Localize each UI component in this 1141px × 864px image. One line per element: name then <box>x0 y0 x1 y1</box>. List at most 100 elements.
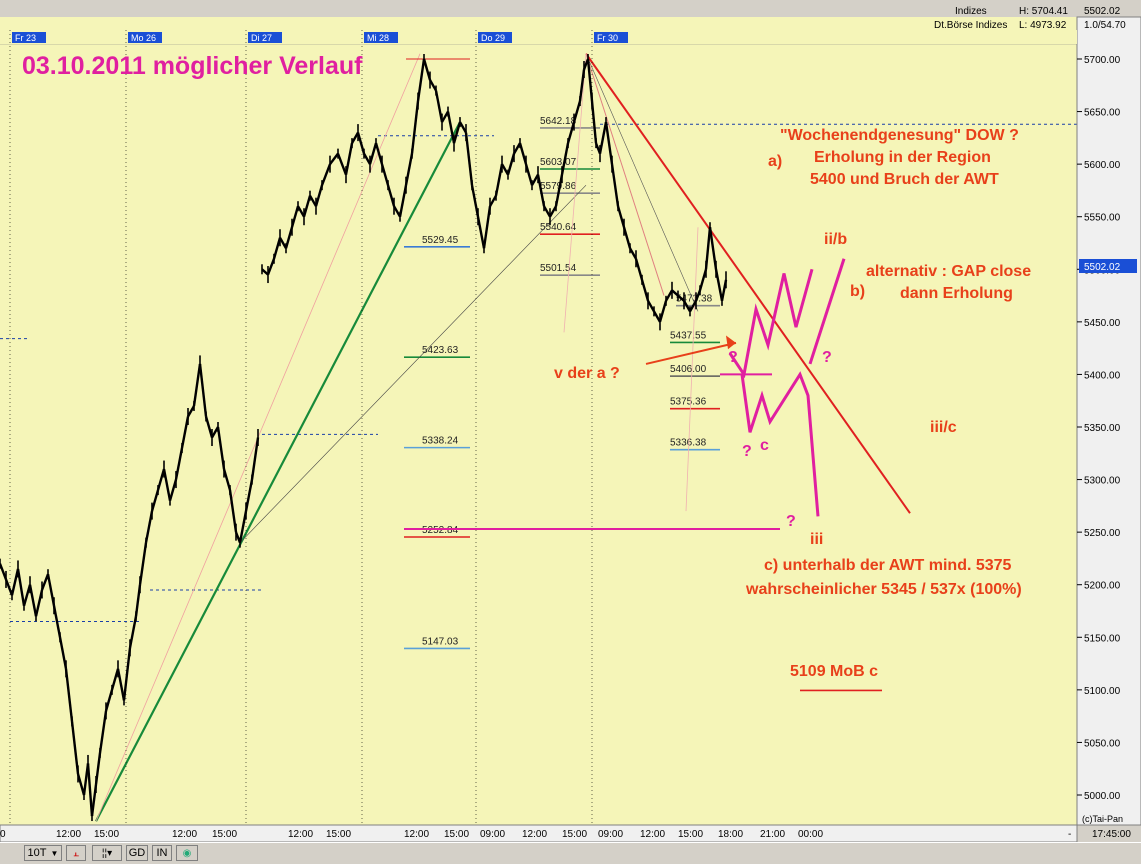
y-tick-label: 5250.00 <box>1084 528 1121 539</box>
price-segment <box>128 616 138 649</box>
red-downtrend-line <box>585 53 911 514</box>
price-segment <box>646 300 656 312</box>
projection-path <box>720 258 846 517</box>
price-segment <box>688 300 698 312</box>
interval-label: 10T <box>27 847 47 859</box>
day-label-box <box>364 32 398 43</box>
price-segment <box>634 258 644 281</box>
price-segment <box>350 132 360 144</box>
y-axis-panel <box>1076 16 1141 826</box>
price-segment <box>622 226 632 249</box>
price-segment <box>70 721 80 775</box>
price-level-label: 5336.38 <box>670 438 707 449</box>
high-label: H: 5704.41 <box>1019 6 1068 17</box>
price-series <box>0 54 728 822</box>
price-segment <box>150 489 160 512</box>
price-segment <box>16 568 26 606</box>
annotation: iii <box>810 531 823 548</box>
y-tick-label: 5000.00 <box>1084 791 1121 802</box>
day-label-box <box>478 32 512 43</box>
interval-select[interactable]: 10T ▼ <box>24 845 62 861</box>
price-segment <box>250 437 260 480</box>
day-label: Mo 26 <box>131 33 156 43</box>
price-segment <box>428 79 438 92</box>
chart-title: 03.10.2011 möglicher Verlauf <box>22 52 363 80</box>
last-price-label: 5502.02 <box>1084 262 1121 273</box>
price-segment <box>0 563 8 580</box>
price-segment <box>440 110 450 123</box>
y-tick-label: 5300.00 <box>1084 476 1121 487</box>
price-segment <box>658 300 668 323</box>
arrow-head-icon <box>726 335 736 350</box>
question-mark: ? <box>822 349 832 366</box>
price-segment <box>76 773 86 796</box>
palette-icon: ◉ <box>182 847 192 859</box>
price-segment <box>410 100 420 154</box>
price-segment <box>144 510 154 543</box>
y-tick-label: 5100.00 <box>1084 686 1121 697</box>
annotation: 5109 MoB c <box>790 663 878 680</box>
price-segment <box>86 763 94 817</box>
chart-type-button[interactable]: ⫠ <box>66 845 86 861</box>
y-tick-label: 5200.00 <box>1084 581 1121 592</box>
price-segment <box>458 121 468 134</box>
candle-button[interactable]: ¦¦▾ <box>92 845 122 861</box>
annotation: "Wochenendgenesung" DOW ? <box>780 127 1019 144</box>
annotation: Erholung in der Region <box>814 149 991 166</box>
x-tick-label: 12:00 <box>56 829 81 840</box>
price-segment <box>296 205 306 218</box>
price-segment <box>398 184 408 217</box>
price-segment <box>28 584 38 617</box>
price-segment <box>714 269 724 302</box>
price-segment <box>494 163 504 196</box>
x-tick-label: 12:00 <box>522 829 547 840</box>
price-segment <box>278 237 288 249</box>
price-segment <box>138 542 148 585</box>
price-segment <box>320 163 332 186</box>
plot-area <box>0 17 1077 825</box>
annotation: 5400 und Bruch der AWT <box>810 171 999 188</box>
price-segment <box>204 416 214 438</box>
price-segment <box>168 479 178 501</box>
price-level-label: 5473.38 <box>676 294 713 305</box>
price-segment <box>671 289 679 297</box>
price-segment <box>530 174 540 186</box>
pink-fan-right <box>685 227 699 512</box>
bottom-toolbar: 10T ▼ ⫠ ¦¦▾ GD IN ◉ <box>0 842 1141 864</box>
annotation: ii/b <box>824 231 847 248</box>
price-segment <box>598 121 608 154</box>
price-segment <box>548 205 558 218</box>
gd-button[interactable]: GD <box>126 845 148 861</box>
price-segment <box>4 579 14 596</box>
price-segment <box>266 258 276 275</box>
price-segment <box>604 121 614 165</box>
price-segment <box>198 363 208 417</box>
color-button[interactable]: ◉ <box>176 845 198 861</box>
price-segment <box>476 216 486 249</box>
price-segment <box>524 163 534 186</box>
annotation: c) unterhalb der AWT mind. 5375 <box>764 557 1012 574</box>
annotation: alternativ : GAP close <box>866 263 1031 280</box>
last-value-header: 5502.02 <box>1084 6 1121 17</box>
price-segment <box>52 605 62 638</box>
x-axis: 0 12:00 15:00 12:00 15:00 12:00 15:00 12:00 15:0… <box>0 824 1078 843</box>
price-segment <box>356 132 366 154</box>
annotation: v der a ? <box>554 365 620 382</box>
annotation: wahrscheinlicher 5345 / 537x (100%) <box>745 581 1022 598</box>
day-label: Fr 23 <box>15 33 36 43</box>
annotations: "Wochenendgenesung" DOW ? a) Erholung in d… <box>554 127 1031 680</box>
in-label: IN <box>156 847 168 859</box>
price-level-label: 5423.63 <box>422 345 459 356</box>
price-segment <box>488 195 498 207</box>
price-segment <box>452 121 462 144</box>
price-segment <box>536 174 546 207</box>
in-button[interactable]: IN <box>152 845 172 861</box>
y-tick-label: 5700.00 <box>1084 55 1121 66</box>
price-segment <box>104 689 114 712</box>
price-segment <box>64 668 74 722</box>
price-segment <box>572 100 582 123</box>
price-segment <box>180 416 190 449</box>
price-level-label: 5603.07 <box>540 157 577 168</box>
